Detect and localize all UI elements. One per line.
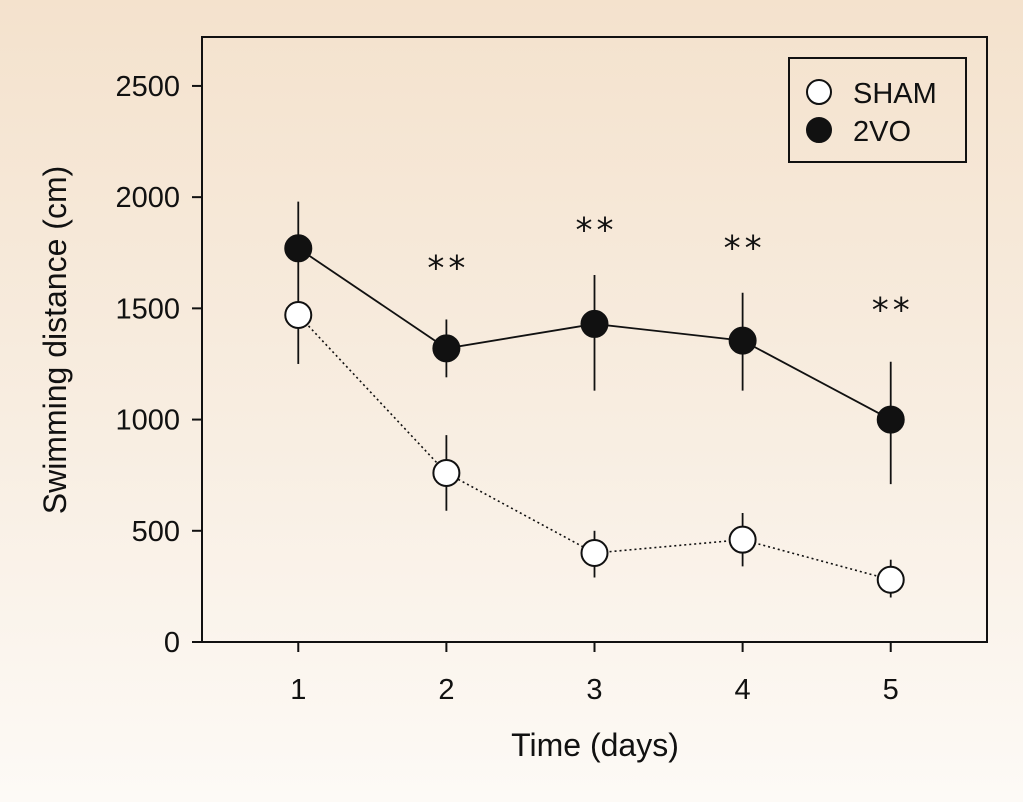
significance-marker: ** [872,291,914,331]
significance-marker: ** [576,211,618,251]
markers-sham [284,301,905,594]
data-point-2vo [876,405,905,434]
y-tick-label: 2500 [115,71,180,103]
y-tick-label: 0 [164,627,180,659]
data-point-sham [876,565,905,594]
data-point-sham [432,458,461,487]
legend-marker-sham [806,79,832,105]
y-tick-label: 1000 [115,405,180,437]
x-tick-label: 5 [883,674,899,706]
x-tick-label: 3 [586,674,602,706]
y-axis-label: Swimming distance (cm) [37,166,73,515]
data-point-2vo [284,234,313,263]
series-layer [284,201,905,598]
x-axis-label: Time (days) [511,727,679,763]
y-axis: 0 500 1000 1500 2000 2500 [115,71,202,659]
annotation-layer: ** ** ** ** [427,211,914,331]
markers-2vo [284,234,905,434]
significance-marker: ** [724,228,766,268]
legend-marker-2vo [806,117,832,143]
data-point-2vo [580,309,609,338]
y-tick-label: 2000 [115,182,180,214]
data-point-2vo [432,334,461,363]
x-tick-label: 2 [438,674,454,706]
y-tick-label: 1500 [115,293,180,325]
x-tick-label: 4 [735,674,751,706]
data-point-sham [728,525,757,554]
legend-label-sham: SHAM [853,78,937,110]
significance-marker: ** [427,248,469,288]
legend-box [788,57,967,163]
data-point-sham [580,539,609,568]
legend: SHAM 2VO [788,57,967,163]
y-tick-label: 500 [132,516,180,548]
data-point-2vo [728,326,757,355]
data-point-sham [284,301,313,330]
legend-label-2vo: 2VO [853,116,911,148]
x-axis: 1 2 3 4 5 [290,642,899,706]
x-tick-label: 1 [290,674,306,706]
